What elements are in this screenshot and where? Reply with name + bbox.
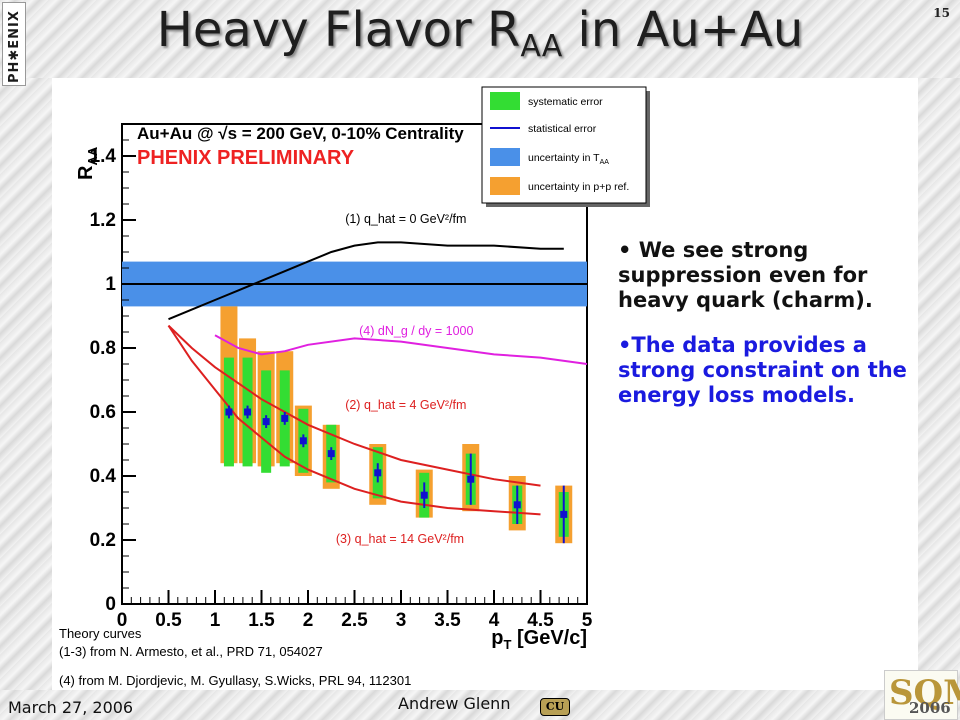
theory-curve3-label: (3) q_hat = 14 GeV²/fm [336, 532, 464, 546]
theory-curve1-label: (1) q_hat = 0 GeV²/fm [345, 212, 466, 226]
x-tick-label: 2.5 [341, 610, 368, 631]
y-tick-label: 0.4 [90, 466, 117, 487]
bullet-2: •The data provides a strong constraint o… [618, 333, 907, 407]
x-axis-label: pT [GeV/c] [491, 627, 587, 652]
theory-note-2: (1-3) from N. Armesto, et al., PRD 71, 0… [59, 644, 323, 659]
title-main: Heavy Flavor R [156, 2, 521, 58]
marble-top-band [0, 0, 960, 78]
marble-bottom-band [0, 690, 960, 720]
data-point [513, 501, 521, 509]
x-tick-label: 3.5 [434, 610, 461, 631]
y-tick-label: 0.2 [90, 530, 116, 551]
data-point [420, 491, 428, 499]
sqm-logo-text: SQM [889, 673, 960, 713]
data-point [244, 408, 252, 416]
legend-label-taa: uncertainty in TAA [528, 152, 609, 166]
slide-title: Heavy Flavor RAA in Au+Au [0, 2, 960, 64]
y-tick-label: 0 [105, 594, 116, 615]
bullet-1: • We see strong suppression even for hea… [618, 238, 873, 312]
x-tick-label: 2 [303, 610, 314, 631]
data-point [467, 475, 475, 483]
marble-right-band [918, 78, 960, 720]
y-tick-label: 0.6 [90, 402, 116, 423]
slide-number: 15 [933, 6, 950, 20]
data-point [374, 469, 382, 477]
y-tick-label: 1.2 [90, 210, 116, 231]
data-point [225, 408, 233, 416]
phenix-logo: PH✱ENIX [2, 2, 26, 86]
marble-left-band [0, 78, 52, 720]
data-point [281, 414, 289, 422]
theory-note-1: Theory curves [59, 626, 142, 641]
x-tick-label: 5 [582, 610, 593, 631]
x-tick-label: 4.5 [527, 610, 554, 631]
x-tick-label: 3 [396, 610, 407, 631]
theory-note-3: (4) from M. Djordjevic, M. Gyullasy, S.W… [59, 673, 411, 688]
title-tail: in Au+Au [562, 2, 804, 58]
footer-author: Andrew Glenn [398, 694, 511, 713]
x-tick-label: 0 [117, 610, 128, 631]
data-point [560, 510, 568, 518]
legend-label-stat: statistical error [528, 123, 597, 135]
y-tick-label: 1.4 [90, 146, 117, 167]
sqm-logo: SQM 2006 [884, 670, 960, 720]
data-point [262, 418, 270, 426]
x-tick-label: 1 [210, 610, 221, 631]
legend-label-pp: uncertainty in p+p ref. [528, 181, 629, 193]
data-point [299, 437, 307, 445]
legend-swatch-syst [490, 92, 520, 110]
chart-subtitle: PHENIX PRELIMINARY [137, 147, 355, 169]
title-subscript: AA [520, 29, 563, 64]
y-tick-label: 1 [105, 274, 116, 295]
bullet-list: • We see strong suppression even for hea… [618, 238, 918, 408]
chart-title: Au+Au @ √s = 200 GeV, 0-10% Centrality [137, 124, 464, 143]
footer-date: March 27, 2006 [8, 698, 134, 717]
theory-curve4-label: (4) dN_g / dy = 1000 [359, 324, 473, 338]
legend-swatch-taa [490, 148, 520, 166]
x-tick-label: 0.5 [155, 610, 182, 631]
theory-curve4 [214, 334, 588, 365]
theory-curve1 [168, 241, 564, 321]
x-tick-label: 1.5 [248, 610, 275, 631]
y-tick-label: 0.8 [90, 338, 116, 359]
cu-logo: CU [540, 698, 570, 716]
legend-swatch-pp [490, 177, 520, 195]
theory-curve2-label: (2) q_hat = 4 GeV²/fm [345, 398, 466, 412]
legend-label-syst: systematic error [528, 96, 603, 108]
y-axis-label: RAA [75, 146, 100, 180]
x-tick-label: 4 [489, 610, 500, 631]
theory-curve3 [167, 325, 541, 516]
sqm-logo-year: 2006 [909, 699, 951, 717]
data-point [327, 450, 335, 458]
theory-curve2 [167, 324, 541, 487]
